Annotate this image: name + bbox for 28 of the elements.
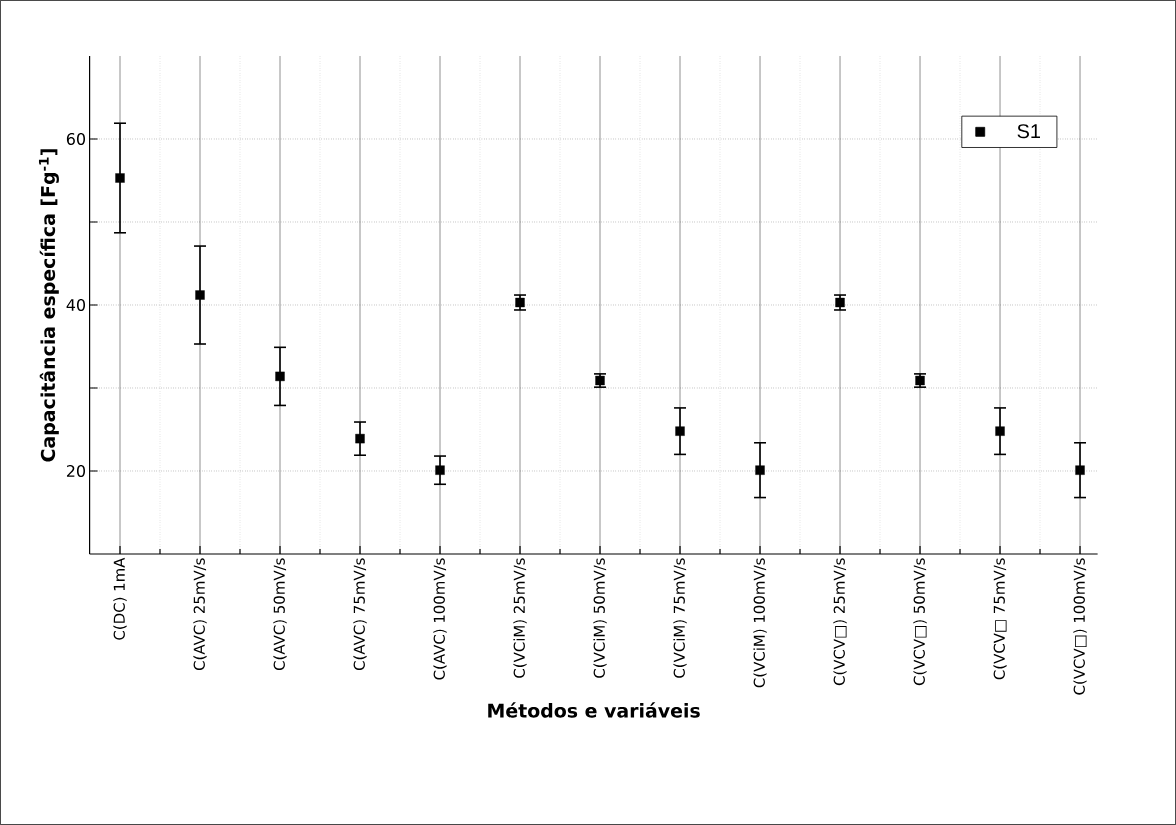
point <box>435 465 445 475</box>
x-tick-label: C(VCiM) 75mV/s <box>673 558 687 678</box>
x-tick-label: C(VCV□) 25mV/s <box>833 558 847 686</box>
point <box>275 371 285 382</box>
point <box>995 426 1005 436</box>
point <box>355 433 365 444</box>
legend-label: S1 <box>1017 124 1040 139</box>
x-tick-label: C(VCV□) 100mV/s <box>1073 558 1087 695</box>
x-axis-title: Métodos e variáveis <box>488 702 700 718</box>
x-tick-label: C(VCiM) 50mV/s <box>593 558 607 678</box>
point <box>675 426 685 436</box>
x-tick-label: C(VCiM) 100mV/s <box>753 558 767 688</box>
y-tick-label: 40 <box>66 298 86 312</box>
x-tick-label: C(DC) 1mA <box>113 557 127 640</box>
x-tick-label: C(VCV□) 50mV/s <box>913 558 927 686</box>
x-tick-label: C(AVC) 100mV/s <box>433 558 447 680</box>
x-tick-label: C(VCV□ 75mV/s <box>993 558 1007 680</box>
y-axis-title: Capacitância específica [Fg$^{-1}$] <box>38 149 59 462</box>
point <box>195 290 205 300</box>
point <box>1075 465 1085 475</box>
y-tick-label: 20 <box>66 464 86 478</box>
x-tick-label: C(AVC) 50mV/s <box>273 558 287 671</box>
y-tick-label: 60 <box>66 132 86 146</box>
x-tick-label: C(AVC) 25mV/s <box>193 558 207 671</box>
point <box>755 465 765 475</box>
x-tick-label: C(AVC) 75mV/s <box>353 558 367 671</box>
x-tick-label: C(VCiM) 25mV/s <box>513 558 527 678</box>
point <box>115 173 125 183</box>
